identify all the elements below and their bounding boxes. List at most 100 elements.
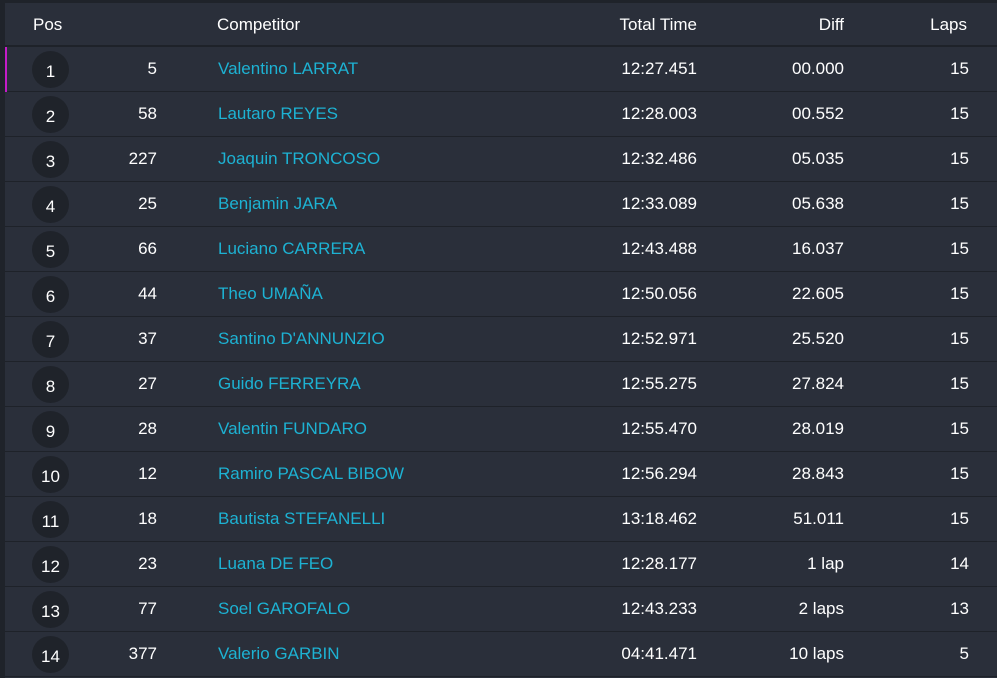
- header-competitor[interactable]: Competitor: [217, 15, 301, 34]
- laps: 15: [950, 419, 969, 438]
- competitor-link[interactable]: Bautista STEFANELLI: [218, 509, 386, 528]
- table-row[interactable]: 3 227 Joaquin TRONCOSO 12:32.486 05.035 …: [5, 137, 997, 182]
- competitor-link[interactable]: Joaquin TRONCOSO: [218, 149, 381, 168]
- position-badge: 9: [32, 411, 69, 448]
- diff: 05.638: [792, 194, 844, 213]
- diff: 28.843: [792, 464, 844, 483]
- bib-number: 25: [138, 194, 157, 213]
- total-time: 12:43.488: [621, 239, 697, 258]
- diff: 28.019: [792, 419, 844, 438]
- total-time: 12:28.003: [621, 104, 697, 123]
- table-row[interactable]: 5 66 Luciano CARRERA 12:43.488 16.037 15: [5, 227, 997, 272]
- table-row[interactable]: 14 377 Valerio GARBIN 04:41.471 10 laps …: [5, 632, 997, 677]
- laps: 15: [950, 194, 969, 213]
- total-time: 12:55.275: [621, 374, 697, 393]
- diff: 00.552: [792, 104, 844, 123]
- bib-number: 12: [138, 464, 157, 483]
- table-row[interactable]: 8 27 Guido FERREYRA 12:55.275 27.824 15: [5, 362, 997, 407]
- table-row[interactable]: 1 5 Valentino LARRAT 12:27.451 00.000 15: [5, 47, 997, 92]
- header-total-time[interactable]: Total Time: [619, 15, 697, 34]
- competitor-link[interactable]: Benjamin JARA: [218, 194, 338, 213]
- laps: 15: [950, 374, 969, 393]
- position-badge: 5: [32, 231, 69, 268]
- total-time: 12:56.294: [621, 464, 697, 483]
- diff: 1 lap: [807, 554, 844, 573]
- bib-number: 227: [128, 149, 157, 168]
- table-row[interactable]: 9 28 Valentin FUNDARO 12:55.470 28.019 1…: [5, 407, 997, 452]
- competitor-link[interactable]: Theo UMAÑA: [218, 284, 323, 303]
- diff: 25.520: [792, 329, 844, 348]
- bib-number: 44: [138, 284, 157, 303]
- bib-number: 23: [138, 554, 157, 573]
- laps: 5: [959, 644, 969, 663]
- total-time: 13:18.462: [621, 509, 697, 528]
- competitor-link[interactable]: Luana DE FEO: [218, 554, 334, 573]
- laps: 15: [950, 59, 969, 78]
- bib-number: 66: [138, 239, 157, 258]
- laps: 15: [950, 464, 969, 483]
- table-row[interactable]: 4 25 Benjamin JARA 12:33.089 05.638 15: [5, 182, 997, 227]
- total-time: 12:33.089: [621, 194, 697, 213]
- competitor-link[interactable]: Luciano CARRERA: [218, 239, 366, 258]
- total-time: 04:41.471: [621, 644, 697, 663]
- table-row[interactable]: 2 58 Lautaro REYES 12:28.003 00.552 15: [5, 92, 997, 137]
- laps: 15: [950, 104, 969, 123]
- leader-marker: [5, 47, 7, 92]
- competitor-link[interactable]: Santino D'ANNUNZIO: [218, 329, 385, 348]
- total-time: 12:52.971: [621, 329, 697, 348]
- position-badge: 14: [32, 636, 69, 673]
- laps: 15: [950, 239, 969, 258]
- laps: 15: [950, 509, 969, 528]
- total-time: 12:32.486: [621, 149, 697, 168]
- bib-number: 28: [138, 419, 157, 438]
- position-badge: 7: [32, 321, 69, 358]
- competitor-link[interactable]: Valerio GARBIN: [218, 644, 340, 663]
- total-time: 12:27.451: [621, 59, 697, 78]
- table-row[interactable]: 7 37 Santino D'ANNUNZIO 12:52.971 25.520…: [5, 317, 997, 362]
- table-row[interactable]: 6 44 Theo UMAÑA 12:50.056 22.605 15: [5, 272, 997, 317]
- total-time: 12:28.177: [621, 554, 697, 573]
- table-row[interactable]: 13 77 Soel GAROFALO 12:43.233 2 laps 13: [5, 587, 997, 632]
- diff: 05.035: [792, 149, 844, 168]
- position-badge: 4: [32, 186, 69, 223]
- position-badge: 2: [32, 96, 69, 133]
- diff: 51.011: [793, 509, 844, 528]
- total-time: 12:43.233: [621, 599, 697, 618]
- total-time: 12:50.056: [621, 284, 697, 303]
- bib-number: 58: [138, 104, 157, 123]
- table-row[interactable]: 10 12 Ramiro PASCAL BIBOW 12:56.294 28.8…: [5, 452, 997, 497]
- diff: 00.000: [792, 59, 844, 78]
- bib-number: 18: [138, 509, 157, 528]
- header-laps[interactable]: Laps: [930, 15, 967, 34]
- bib-number: 27: [138, 374, 157, 393]
- laps: 14: [950, 554, 969, 573]
- diff: 16.037: [792, 239, 844, 258]
- position-badge: 3: [32, 141, 69, 178]
- header-pos[interactable]: Pos: [33, 15, 63, 34]
- header-diff[interactable]: Diff: [818, 15, 844, 34]
- bib-number: 377: [128, 644, 157, 663]
- table-header: Pos Competitor Total Time Diff Laps: [5, 3, 997, 47]
- position-badge: 10: [32, 456, 69, 493]
- total-time: 12:55.470: [621, 419, 697, 438]
- competitor-link[interactable]: Ramiro PASCAL BIBOW: [218, 464, 405, 483]
- diff: 27.824: [792, 374, 844, 393]
- position-badge: 1: [32, 51, 69, 88]
- diff: 10 laps: [789, 644, 844, 663]
- competitor-link[interactable]: Soel GAROFALO: [218, 599, 351, 618]
- position-badge: 8: [32, 366, 69, 403]
- competitor-link[interactable]: Valentino LARRAT: [218, 59, 359, 78]
- table-row[interactable]: 12 23 Luana DE FEO 12:28.177 1 lap 14: [5, 542, 997, 587]
- laps: 15: [950, 284, 969, 303]
- competitor-link[interactable]: Lautaro REYES: [218, 104, 339, 123]
- position-badge: 13: [32, 591, 69, 628]
- bib-number: 77: [138, 599, 157, 618]
- diff: 22.605: [792, 284, 844, 303]
- laps: 15: [950, 329, 969, 348]
- diff: 2 laps: [798, 599, 844, 618]
- competitor-link[interactable]: Valentin FUNDARO: [218, 419, 367, 438]
- competitor-link[interactable]: Guido FERREYRA: [218, 374, 361, 393]
- position-badge: 6: [32, 276, 69, 313]
- position-badge: 12: [32, 546, 69, 583]
- table-row[interactable]: 11 18 Bautista STEFANELLI 13:18.462 51.0…: [5, 497, 997, 542]
